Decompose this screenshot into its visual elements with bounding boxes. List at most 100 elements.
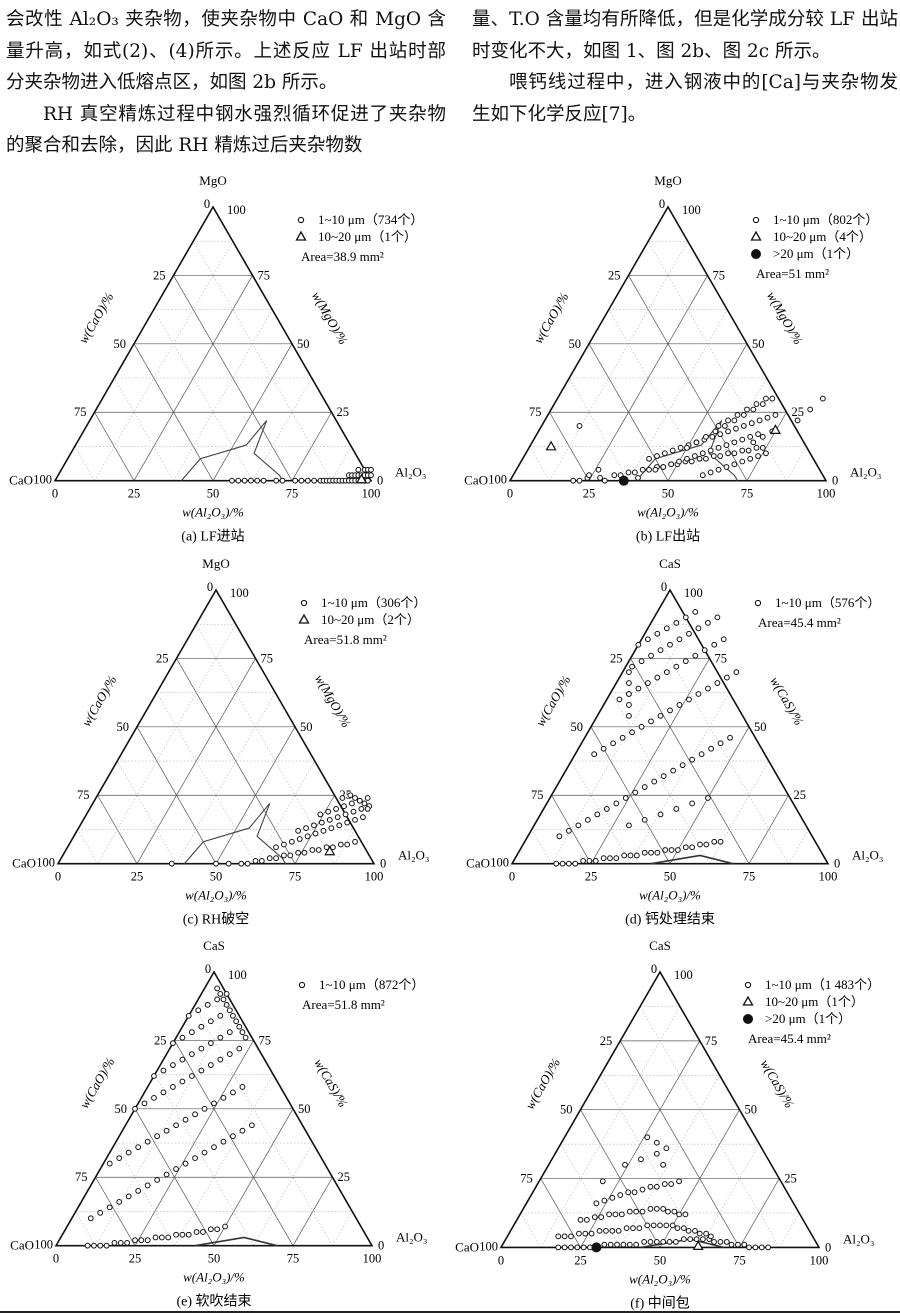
panel-a-minor-grid-line — [74, 446, 95, 481]
panel-c-data-point — [303, 825, 309, 831]
panel-b-data-point — [703, 455, 709, 462]
panel-f-data-point — [576, 1230, 582, 1237]
panel-c-data-point — [295, 827, 302, 834]
panel-b-data-point — [635, 475, 641, 481]
panel-f-minor-grid-line — [520, 1212, 541, 1248]
panel-a-tick-bottom: 50 — [207, 487, 220, 501]
panel-f-data-point — [644, 1222, 651, 1229]
panel-c-tick-bottom: 75 — [289, 870, 302, 884]
panel-f-data-point — [660, 1161, 667, 1168]
panel-b-data-point — [731, 439, 738, 446]
panel-e-data-point — [182, 1116, 189, 1123]
panel-b-data-point — [747, 433, 754, 440]
panel-c-data-point — [225, 860, 232, 867]
panel-f-data-point — [593, 1200, 600, 1207]
panel-e-minor-grid-line — [332, 1211, 353, 1246]
panel-e-data-point — [117, 1240, 124, 1246]
panel-f-tick-left: 50 — [560, 1103, 573, 1117]
panel-b-data-point — [763, 395, 769, 402]
panel-f-tick-right: 50 — [745, 1103, 758, 1117]
panel-e-data-point — [217, 1012, 224, 1019]
panel-f-tick-right: 25 — [784, 1172, 797, 1186]
panel-b-data-point — [646, 455, 652, 462]
panel-e-data-point — [204, 1001, 211, 1008]
panel-d-data-point — [675, 847, 681, 853]
panel-c-minor-grid-line — [334, 829, 355, 864]
panel-e-data-point — [230, 1133, 236, 1140]
panel-e-data-point — [195, 1007, 202, 1014]
panel-a-tick-apex-right: 100 — [227, 203, 246, 217]
panel-e-data-point — [214, 996, 221, 1003]
panel-d-data-point — [565, 860, 572, 867]
panel-e-data-point — [84, 1242, 91, 1249]
panel-f-data-point — [612, 1211, 619, 1218]
panel-d-data-point — [600, 745, 607, 752]
panel-b-data-point — [709, 433, 716, 440]
panel-d-data-point — [667, 641, 673, 648]
panel-e-tick-corner-left: 100 — [34, 1238, 53, 1252]
panel-f-data-point — [639, 1186, 646, 1193]
panel-d-data-point — [714, 614, 721, 621]
panel-a-minor-grid-line — [114, 377, 174, 481]
panel-f-legend-label: >20 μm（1个） — [765, 1011, 851, 1026]
panel-b-data-point — [684, 455, 690, 462]
panel-b-legend-marker-triangle — [750, 230, 762, 241]
panel-f-legend-marker-triangle — [742, 995, 754, 1006]
panel-d-data-point — [660, 773, 667, 779]
panel-f-data-point — [583, 1216, 590, 1223]
panel-d-data-point — [607, 855, 613, 862]
page-bottom-rule — [0, 1311, 900, 1313]
panel-e-data-point — [220, 1094, 227, 1101]
panel-e-data-point — [200, 1229, 206, 1235]
panel-b-data-point — [691, 453, 698, 459]
panel-f-data-point — [741, 1241, 748, 1248]
panel-f-data-point — [577, 1216, 584, 1223]
panel-e-data-point — [173, 1122, 179, 1129]
panel-c-axis-label-right: w(MgO)/% — [312, 672, 354, 730]
panel-d-data-point — [717, 838, 724, 845]
panel-d-data-point — [654, 630, 661, 637]
panel-d-data-point — [626, 702, 632, 708]
panel-b-data-point — [586, 472, 592, 479]
panel-f-data-point — [685, 1227, 692, 1234]
panel-d-data-point — [584, 816, 591, 823]
panel-b-tick-apex-left: 0 — [659, 197, 665, 211]
panel-e-data-point — [192, 1155, 198, 1161]
panel-a-minor-grid-line — [173, 309, 273, 481]
panel-b-data-point — [759, 433, 766, 440]
panel-c-data-point — [311, 822, 317, 829]
panel-f-axis-label-left: w(CaO)/% — [522, 1055, 563, 1111]
panel-c-vertex-top: MgO — [202, 556, 229, 571]
panel-e-minor-grid-line — [95, 1006, 234, 1246]
panel-a-legend-marker-circle — [297, 216, 305, 224]
panel-c-legend-label: 10~20 μm（2个） — [321, 612, 420, 627]
panel-b-data-point — [744, 406, 750, 413]
panel-f-caption: (f) 中间包 — [630, 1295, 690, 1311]
panel-f-data-point — [669, 1222, 676, 1229]
panel-d-data-point — [580, 858, 586, 864]
panel-e-data-point — [91, 1242, 97, 1249]
panel-e-data-point — [103, 1242, 110, 1249]
panel-d-minor-grid-line — [788, 829, 809, 864]
panel-e-data-point — [170, 1062, 176, 1068]
panel-f-tick-left: 25 — [600, 1034, 613, 1048]
panel-a-data-point — [292, 477, 299, 484]
panel-d-data-point — [626, 822, 632, 829]
panel-f-data-point — [614, 1241, 620, 1248]
panel-c-data-point — [328, 825, 335, 831]
panel-c-data-point — [350, 808, 357, 815]
panel-b-triangle-outline — [508, 205, 828, 482]
panel-c-minor-grid-line — [77, 829, 98, 864]
panel-c-tick-bottom: 50 — [210, 870, 223, 884]
panel-b-minor-grid-line — [628, 309, 728, 481]
panel-b-tick-left: 75 — [529, 405, 542, 419]
panel-f-data-point — [765, 1244, 772, 1251]
panel-d-data-point — [679, 762, 686, 769]
panel-f-data-point — [660, 1205, 667, 1212]
panel-f-data-point — [623, 1225, 630, 1232]
panel-c-data-point — [348, 800, 355, 807]
panel-f-tick-bottom: 100 — [810, 1253, 829, 1267]
panel-d-data-point — [733, 669, 740, 675]
panel-c-data-point — [318, 819, 325, 826]
panel-e-data-point — [239, 1084, 246, 1090]
